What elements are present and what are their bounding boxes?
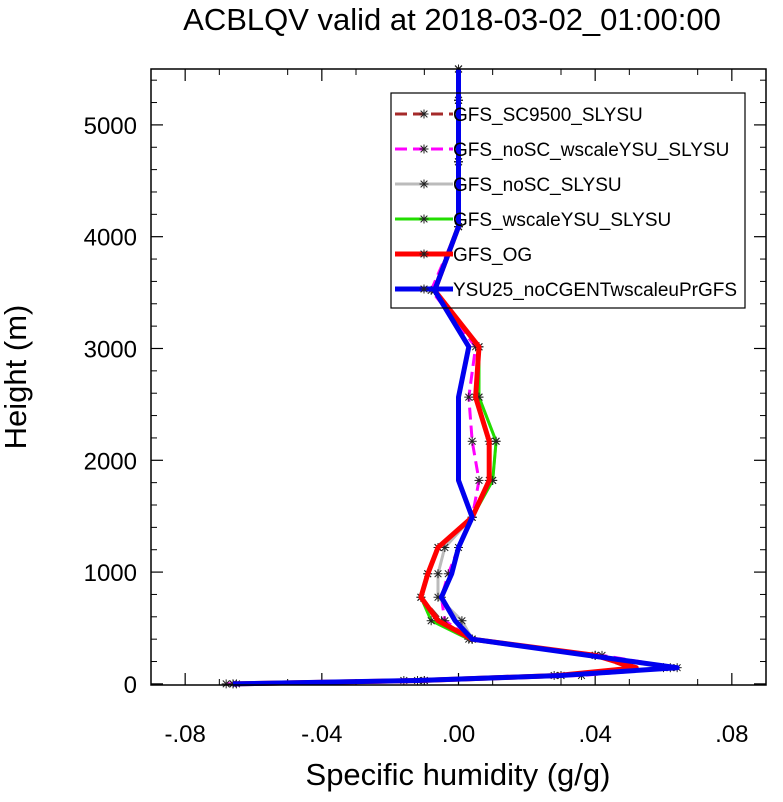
series-line	[232, 69, 680, 687]
series-6	[232, 69, 680, 687]
legend-marker	[419, 109, 429, 119]
legend-item: YSU25_noCGENTwscaleuPrGFS	[395, 280, 737, 301]
data-point	[474, 475, 484, 485]
legend-box	[390, 92, 746, 309]
legend-item: GFS_SC9500_SLYSU	[395, 105, 643, 126]
legend-label: YSU25_noCGENTwscaleuPrGFS	[453, 280, 737, 301]
y-tick-label: 1000	[84, 560, 137, 587]
chart-title: ACBLQV valid at 2018-03-02_01:00:00	[183, 2, 721, 37]
legend-item: GFS_OG	[395, 245, 532, 266]
y-tick-label: 2000	[84, 448, 137, 475]
legend-marker	[419, 214, 429, 224]
legend-item: GFS_noSC_SLYSU	[395, 175, 622, 196]
legend-marker	[419, 144, 429, 154]
data-point	[433, 569, 443, 579]
x-tick-label: .08	[715, 721, 748, 748]
data-point	[467, 436, 477, 446]
data-point	[491, 436, 501, 446]
legend-label: GFS_wscaleYSU_SLYSU	[453, 210, 671, 231]
legend-label: GFS_SC9500_SLYSU	[453, 105, 643, 126]
legend-marker	[419, 284, 429, 294]
legend-marker	[419, 249, 429, 259]
legend-label: GFS_noSC_SLYSU	[453, 175, 622, 196]
y-tick-label: 0	[124, 672, 137, 699]
data-series	[221, 64, 682, 689]
axis-ticks: -.08 -.04 .00 .04 .08 0 1000 2000 3000 4000 5000	[84, 69, 766, 748]
y-tick-label: 4000	[84, 225, 137, 252]
plot-frame	[150, 68, 767, 686]
x-tick-label: -.08	[164, 721, 205, 748]
legend-marker	[419, 179, 429, 189]
y-axis-label: Height (m)	[0, 305, 33, 450]
legend-item: GFS_noSC_wscaleYSU_SLYSU	[395, 140, 729, 161]
legend-label: GFS_OG	[453, 245, 532, 266]
y-tick-label: 5000	[84, 113, 137, 140]
legend: GFS_SC9500_SLYSU GFS_noSC_wscaleYSU_SLYSU…	[390, 92, 746, 309]
x-tick-label: .04	[578, 721, 611, 748]
x-axis-label: Specific humidity (g/g)	[306, 757, 611, 792]
x-tick-label: -.04	[301, 721, 342, 748]
legend-item: GFS_wscaleYSU_SLYSU	[395, 210, 671, 231]
y-tick-label: 3000	[84, 336, 137, 363]
data-point	[457, 616, 467, 626]
legend-label: GFS_noSC_wscaleYSU_SLYSU	[453, 140, 729, 161]
data-point	[464, 392, 474, 402]
x-tick-label: .00	[442, 721, 475, 748]
